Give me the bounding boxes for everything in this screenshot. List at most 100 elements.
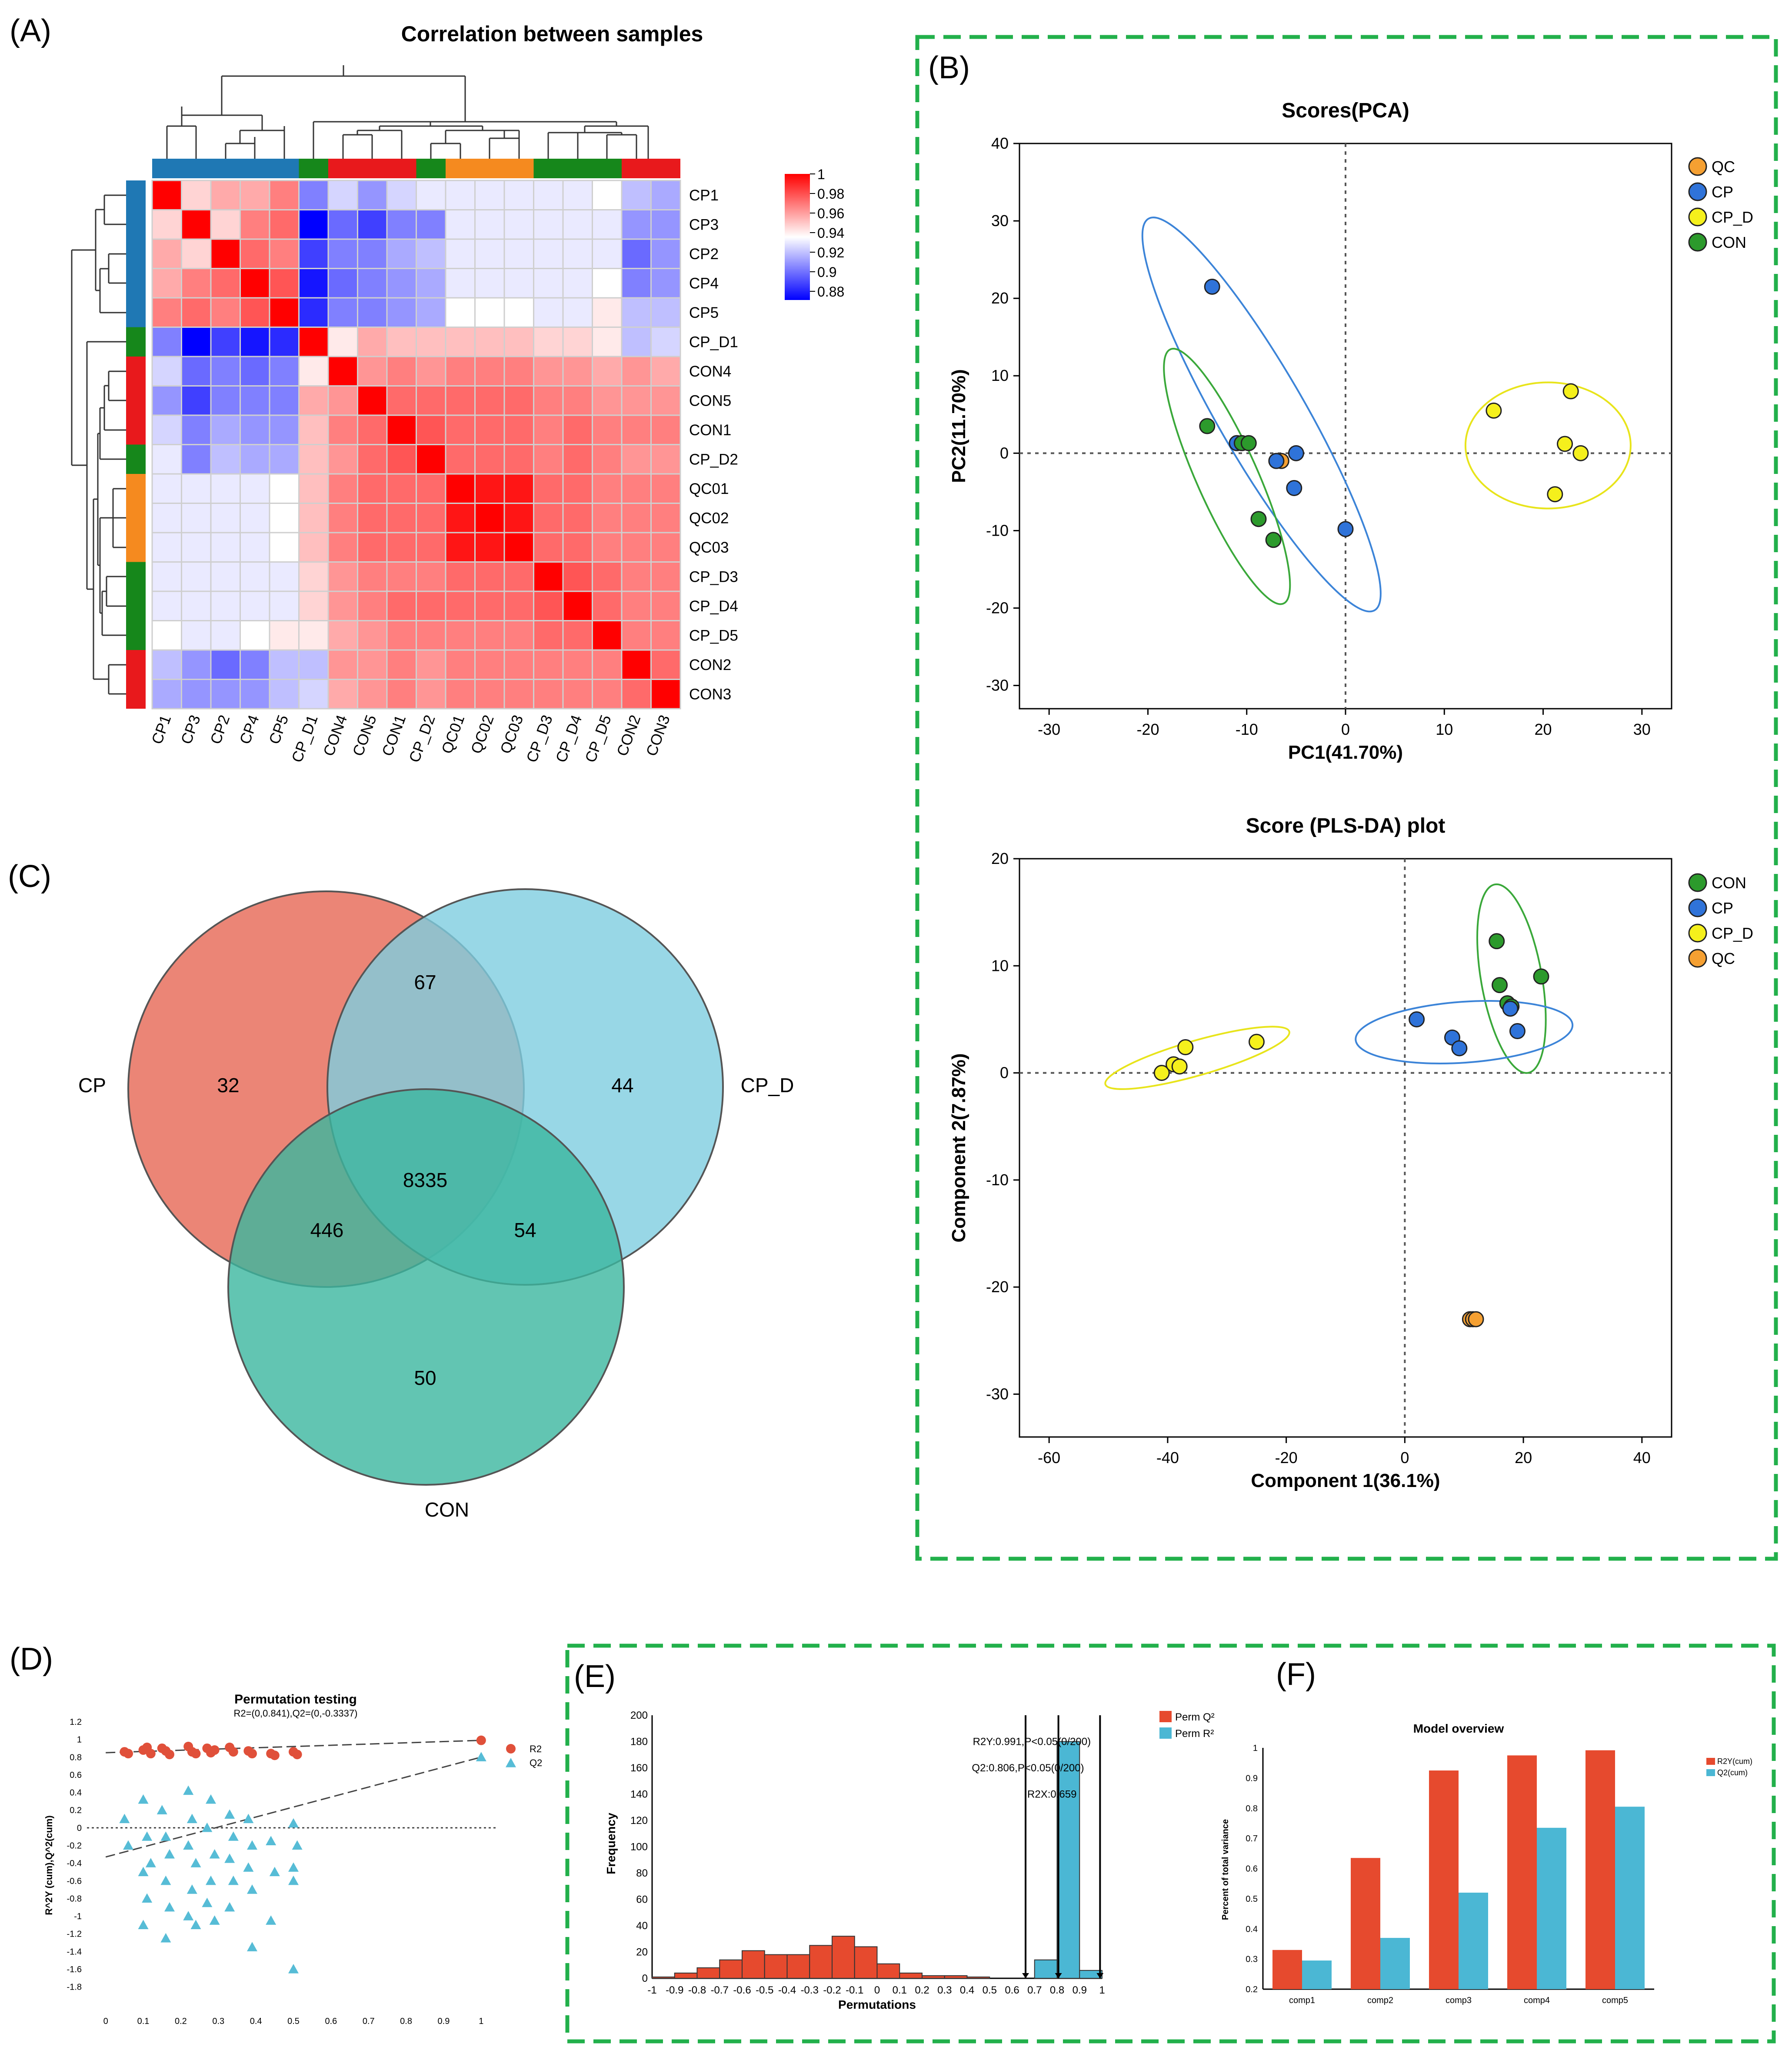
heatmap-cell [533, 679, 564, 710]
data-point-con [1492, 977, 1508, 993]
legend-swatch-perm-q2 [1159, 1711, 1172, 1722]
heatmap-cell [562, 209, 593, 240]
heatmap-cell [386, 620, 417, 651]
heatmap-cell [357, 238, 388, 269]
y-tick-label: 0.4 [1246, 1924, 1258, 1934]
heatmap-col-label: CON2 [613, 713, 644, 758]
venn-count: 32 [217, 1074, 239, 1097]
heatmap-cell [650, 327, 681, 357]
heatmap-cell [357, 209, 388, 240]
data-point-cp [1451, 1040, 1468, 1057]
heatmap-cell [650, 532, 681, 563]
heatmap-cell [474, 532, 505, 563]
heatmap-cell [562, 356, 593, 387]
heatmap-cell [386, 180, 417, 210]
heatmap-cell [357, 327, 388, 357]
heatmap-cell [416, 473, 446, 504]
y-tick-label: -20 [986, 1278, 1009, 1296]
q2-point [190, 1920, 201, 1930]
data-point-qc [1468, 1311, 1484, 1327]
q2-histogram-bar [832, 1936, 855, 1979]
heatmap-cell [650, 385, 681, 416]
heatmap-cell [474, 561, 505, 592]
heatmap-cell [592, 620, 623, 651]
heatmap-col-label: CP1 [148, 713, 174, 746]
heatmap-legend-label: 0.96 [817, 206, 844, 221]
heatmap-row-dendrogram [71, 194, 126, 695]
heatmap-cell [210, 356, 241, 387]
model-title: Model overview [1413, 1722, 1504, 1735]
heatmap-row-label: CP2 [689, 246, 719, 263]
heatmap-cell [386, 532, 417, 563]
heatmap-group-bar-left [126, 327, 146, 357]
r2-point [247, 1749, 257, 1759]
heatmap-col-label: CP_D1 [289, 713, 321, 764]
q2-cum-bar [1615, 1807, 1645, 1989]
y-tick-label: -0.8 [67, 1894, 82, 1904]
heatmap-cell [445, 679, 476, 710]
heatmap-cell [357, 590, 388, 621]
heatmap-cell [151, 649, 182, 680]
heatmap-cell [298, 385, 329, 416]
y-tick-label: -0.4 [67, 1859, 82, 1868]
y-tick-label: 30 [991, 212, 1009, 230]
legend-label-r2y: R2Y(cum) [1717, 1757, 1752, 1766]
r2-point [476, 1735, 486, 1745]
legend-marker [1688, 873, 1707, 892]
heatmap-cell [298, 238, 329, 269]
heatmap-cell [503, 385, 534, 416]
heatmap-cell [503, 180, 534, 210]
x-tick-label: 0.7 [1027, 1984, 1042, 1996]
heatmap-group-bar-left [126, 357, 146, 386]
data-point-cp [1502, 1000, 1519, 1017]
heatmap-cell [621, 268, 652, 299]
y-tick-label: 20 [636, 1947, 648, 1958]
heatmap-cell [562, 180, 593, 210]
heatmap-cell [298, 180, 329, 210]
heatmap-cell [416, 414, 446, 445]
heatmap-cell [357, 620, 388, 651]
x-axis-label: Component 1(36.1%) [1251, 1470, 1440, 1491]
heatmap-cell [181, 590, 212, 621]
x-tick-label: 0.8 [400, 2017, 412, 2026]
heatmap-cell [151, 385, 182, 416]
heatmap-cell [503, 503, 534, 533]
heatmap-col-label: CP_D4 [553, 713, 585, 764]
legend-label-q2: Q2(cum) [1717, 1768, 1748, 1777]
heatmap-cell [621, 414, 652, 445]
venn-circle-con [227, 1088, 625, 1486]
r2y-cum-bar [1351, 1858, 1380, 1989]
heatmap-col-label: QC03 [497, 713, 526, 756]
heatmap-cell [151, 209, 182, 240]
data-point-cp [1509, 1023, 1526, 1040]
heatmap-cell [445, 385, 476, 416]
heatmap-cell [181, 356, 212, 387]
heatmap-cell [240, 503, 270, 533]
y-tick-label: 40 [991, 134, 1009, 152]
heatmap-row-label: QC02 [689, 510, 729, 527]
legend-label-r2: R2 [530, 1744, 542, 1754]
y-tick-label: 0.6 [70, 1770, 82, 1780]
x-tick-label: 30 [1633, 720, 1651, 738]
heatmap-cell [474, 679, 505, 710]
heatmap-cell [269, 356, 300, 387]
plot-title: Score (PLS-DA) plot [1246, 814, 1446, 837]
heatmap-cell [386, 444, 417, 475]
q2-histogram-bar [876, 1963, 900, 1979]
data-point-con [1533, 968, 1549, 985]
heatmap-cell [592, 679, 623, 710]
q2-histogram-bar [786, 1954, 810, 1979]
heatmap-cell [269, 649, 300, 680]
x-tick-label: -60 [1038, 1449, 1060, 1467]
heatmap-cell [327, 385, 358, 416]
heatmap-cell [181, 561, 212, 592]
confidence-ellipse [1163, 348, 1291, 605]
y-axis-label: PC2(11.70%) [948, 369, 969, 483]
heatmap-cell [416, 297, 446, 328]
heatmap-cell [562, 561, 593, 592]
heatmap-cell [533, 561, 564, 592]
heatmap-col-label: CP_D2 [406, 713, 439, 764]
heatmap-cell [210, 414, 241, 445]
heatmap-cell [445, 590, 476, 621]
heatmap-row-label: CON4 [689, 363, 731, 380]
